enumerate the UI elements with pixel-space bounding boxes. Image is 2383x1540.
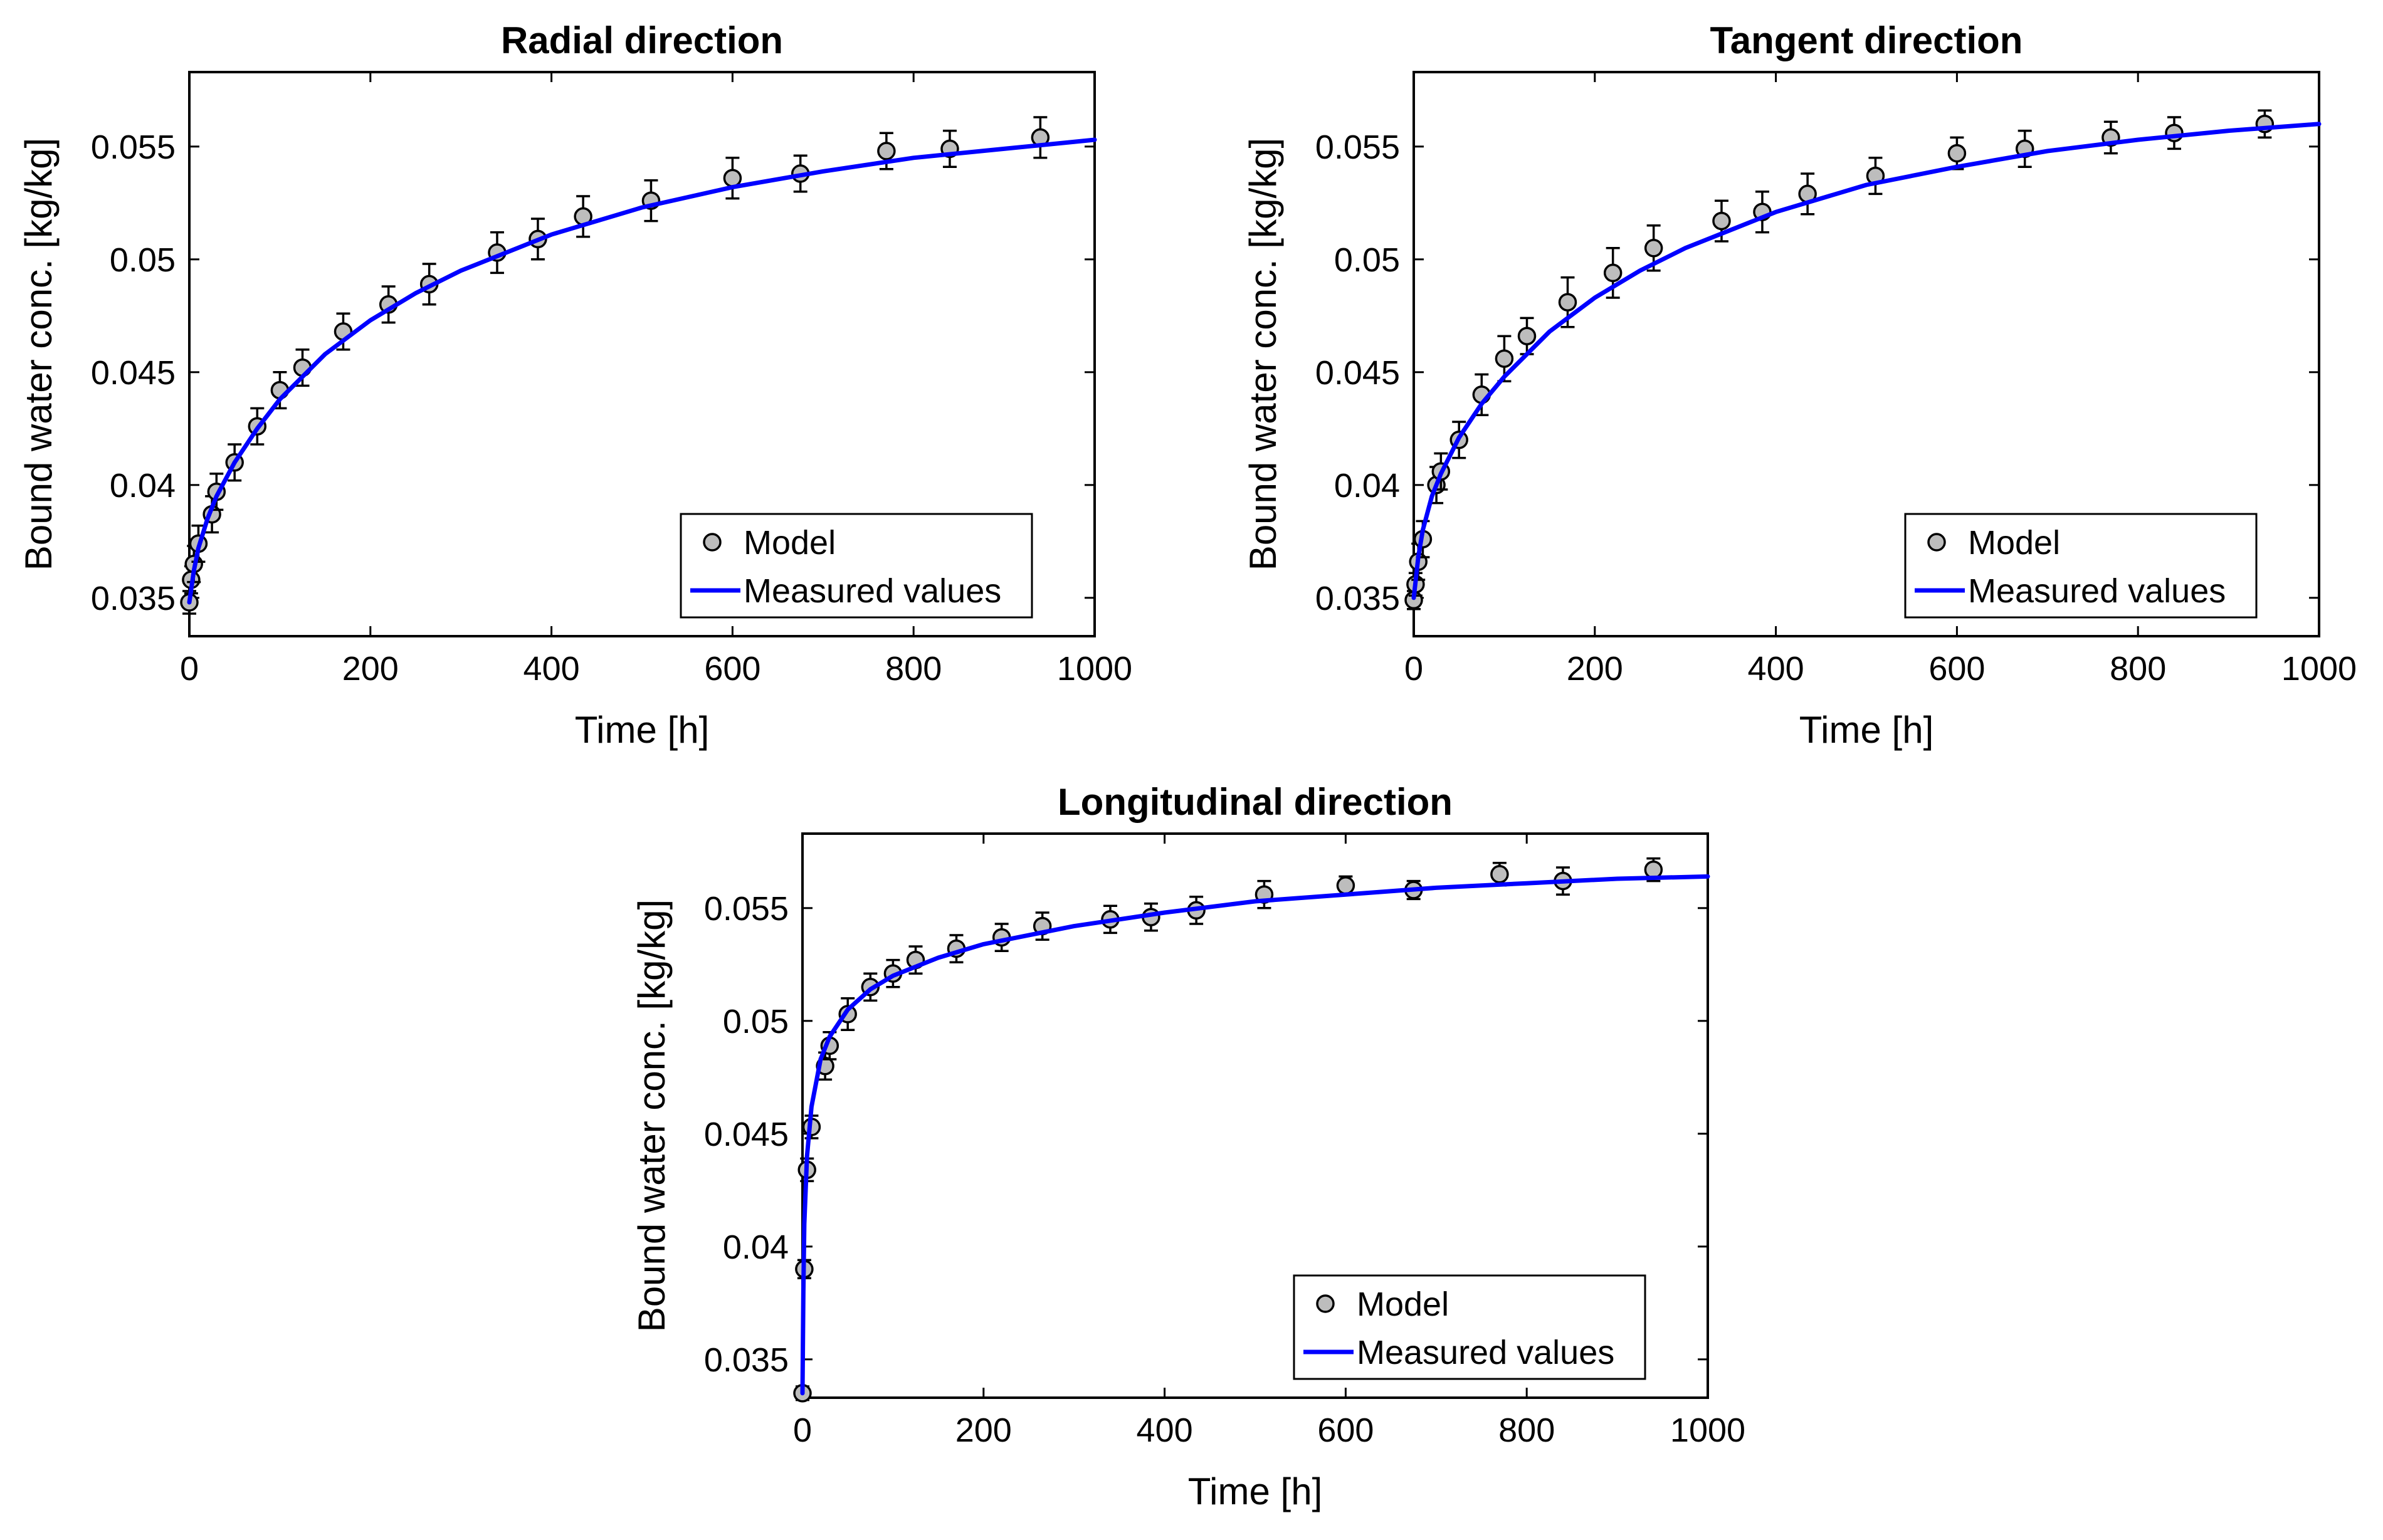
model-point [1336,876,1355,895]
legend-model-marker [1316,1294,1335,1313]
y-tick-label: 0.04 [1334,467,1400,505]
y-tick-label: 0.055 [1315,128,1400,166]
measured-line [1411,122,2322,600]
legend-label-measured: Measured values [1968,572,2226,610]
legend-box [1293,1274,1646,1380]
x-tick-label: 0 [1404,650,1423,688]
y-tick-label: 0.035 [1315,580,1400,617]
x-axis-label: Time [h] [1188,1470,1322,1512]
measured-line [800,874,1710,1396]
chart-panel-3: Longitudinal direction 0 200 400 600 800 1000 0… [631,781,1745,1512]
legend-label-model: Model [744,524,836,562]
model-point [1495,349,1514,368]
model-point [1947,144,1967,163]
legend-model-marker [703,533,722,552]
y-tick-label: 0.045 [1315,354,1400,392]
x-tick-label: 1000 [1057,650,1132,688]
x-tick-label: 600 [1928,650,1985,688]
y-tick-label: 0.04 [723,1228,789,1266]
x-tick-label: 800 [2110,650,2166,688]
model-point [1558,293,1577,312]
y-tick-label: 0.05 [110,241,176,279]
legend: Model Measured values [1904,513,2258,619]
model-point [723,169,742,187]
x-tick-label: 600 [1317,1412,1374,1449]
chart-panel-1: Radial direction 0 200 400 600 800 1000 0.035 0.… [18,19,1132,751]
x-tick-label: 200 [1567,650,1623,688]
axes-box [801,832,1709,1399]
x-tick-label: 1000 [2281,650,2357,688]
model-point [877,142,896,160]
y-tick-label: 0.04 [110,467,176,505]
y-tick-label: 0.05 [1334,241,1400,279]
y-tick-label: 0.045 [91,354,176,392]
x-axis-label: Time [h] [1799,709,1933,751]
y-tick-label: 0.045 [704,1116,789,1153]
y-axis-label: Bound water conc. [kg/kg] [631,899,673,1332]
legend-label-measured: Measured values [1357,1334,1614,1371]
x-tick-label: 1000 [1670,1412,1745,1449]
model-point [1517,327,1537,345]
x-tick-label: 0 [180,650,199,688]
x-tick-label: 400 [1137,1412,1193,1449]
legend-label-model: Model [1357,1286,1449,1323]
legend: Model Measured values [1293,1274,1646,1380]
y-axis-label: Bound water conc. [kg/kg] [1242,138,1284,570]
measured-line [187,137,1097,605]
model-point [1603,263,1623,283]
x-axis-label: Time [h] [575,709,709,751]
model-point [1644,239,1663,258]
y-axis-label: Bound water conc. [kg/kg] [18,138,60,570]
chart-title: Radial direction [501,19,783,61]
y-tick-label: 0.055 [704,890,789,928]
axes-box [1412,71,2320,637]
x-tick-label: 200 [342,650,399,688]
y-tick-label: 0.035 [704,1341,789,1379]
axes-box [188,71,1096,637]
y-tick-label: 0.055 [91,128,176,166]
legend-model-marker [1927,533,1946,552]
legend-box [680,513,1033,619]
chart-panel-2: Tangent direction 0 200 400 600 800 1000 0.035 0… [1242,19,2357,751]
x-tick-label: 600 [704,650,760,688]
legend-label-model: Model [1968,524,2060,562]
x-tick-label: 200 [955,1412,1012,1449]
y-tick-label: 0.05 [723,1003,789,1040]
model-point [1644,860,1663,879]
legend-box [1904,513,2258,619]
x-tick-label: 800 [1498,1412,1555,1449]
x-tick-label: 0 [793,1412,812,1449]
x-tick-label: 800 [885,650,942,688]
x-tick-label: 400 [1748,650,1804,688]
y-tick-label: 0.035 [91,580,176,617]
model-point [1712,211,1731,231]
chart-title: Tangent direction [1710,19,2023,61]
x-tick-label: 400 [523,650,580,688]
legend-label-measured: Measured values [744,572,1001,610]
chart-title: Longitudinal direction [1058,781,1453,823]
model-point [1490,865,1509,884]
legend: Model Measured values [680,513,1033,619]
